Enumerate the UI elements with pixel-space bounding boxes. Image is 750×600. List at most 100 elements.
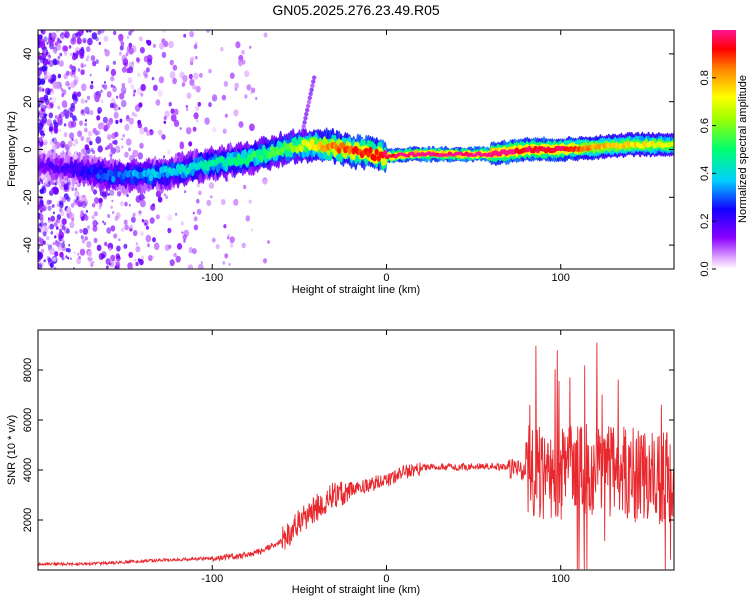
spectrogram-noise-blob [128,265,133,269]
spectrogram-noise-blob [212,126,217,133]
spectrogram-noise-blob [141,219,145,223]
spectrogram-noise-blob [46,41,49,45]
spectrogram-noise-blob [57,116,63,124]
spectrogram-noise-blob [53,125,58,131]
spectrogram-noise-blob [126,114,130,120]
spectrogram-noise-blob [168,40,174,49]
spectrogram-noise-blob [70,81,76,89]
spectrogram-noise-blob [165,195,168,199]
spectrogram-noise-blob [103,35,109,42]
spectrogram-noise-blob [61,245,66,252]
spectrogram-ridge-cell [267,151,273,159]
spectrogram-noise-blob [104,48,107,52]
spectrogram-noise-blob [197,101,202,107]
spectrogram-ridge-cell [299,145,304,153]
spectrogram-noise-blob [80,98,85,104]
spectrogram-noise-blob [134,258,137,262]
spectrogram-noise-blob [182,75,188,83]
spectrogram-noise-blob [52,49,57,54]
spectrogram-noise-blob [167,149,171,154]
spectrogram-noise-blob [140,92,144,97]
spectrogram-noise-blob [69,132,75,140]
spectrogram-noise-blob [38,112,41,116]
spectrogram-noise-blob [61,100,68,108]
spectrogram-noise-blob [195,105,200,112]
spectrogram-noise-blob [222,128,227,134]
spectrogram-noise-blob [249,123,255,132]
spectrogram-noise-blob [82,37,87,44]
spectrogram-noise-blob [86,30,89,33]
spectrogram-noise-blob [97,107,102,114]
spectrogram-noise-blob [120,99,127,108]
spectrogram-ridge-cell [77,165,83,172]
spectrogram-noise-blob [118,107,121,110]
spectrogram-noise-blob [196,198,200,204]
spectrogram-noise-blob [71,53,77,61]
spectrogram-noise-blob [215,243,220,250]
spectrogram-noise-blob [155,214,160,220]
spectrogram-noise-blob [120,86,127,94]
spectrogram-noise-blob [45,98,48,102]
spectrogram-noise-blob [59,251,64,258]
spectrogram-noise-blob [38,33,41,40]
spectrogram-noise-blob [57,38,61,44]
spectrogram-noise-blob [71,138,74,142]
spectrogram-noise-blob [113,111,119,119]
spectrogram-noise-blob [49,262,54,268]
spectrogram-noise-blob [74,230,78,235]
spectrogram-noise-blob [170,108,175,114]
spectrogram-noise-blob [176,243,183,250]
spectrogram-noise-blob [50,215,55,222]
spectrogram-noise-blob [188,246,194,254]
spectrogram-noise-blob [132,230,138,237]
spectrogram-noise-blob [96,130,101,136]
spectrogram-noise-blob [39,38,45,46]
spectrogram-noise-blob [52,81,59,89]
spectrogram-noise-blob [51,89,54,93]
spectrogram-noise-blob [128,30,132,36]
spectrogram-noise-blob [78,195,84,203]
spectrogram-noise-blob [189,57,194,63]
spectrogram-noise-blob [38,102,41,108]
spectrogram-noise-blob [125,138,132,146]
spectrogram-noise-blob [133,149,139,157]
spectrogram-noise-blob [128,147,132,152]
spectrogram-noise-blob [131,216,136,223]
snr-x-ticks: -100 0 100 [201,330,570,585]
spectrogram-noise-blob [46,236,50,241]
spectrogram-noise-blob [49,39,53,44]
spectrogram-noise-blob [60,87,64,91]
spectrogram-noise-blob [169,59,174,66]
spectrogram-y-ticks: -40 -20 0 20 40 [22,48,674,253]
spectrogram-noise-blob [95,136,102,144]
spectrogram-noise-blob [135,242,139,246]
spectrogram-noise-blob [74,138,79,145]
spectrogram-noise-blob [152,237,156,243]
spectrogram-noise-blob [189,78,195,86]
x-tick-label: 0 [383,573,389,585]
spectrogram-noise-blob [116,258,120,263]
spectrogram-noise-blob [120,201,124,207]
spectrogram-noise-blob [54,251,59,257]
spectrogram-noise-blob [56,30,60,33]
spectrogram-noise-blob [128,117,134,125]
spectrogram-noise-blob [134,113,138,118]
spectrogram-noise-blob [85,210,88,213]
spectrogram-noise-blob [143,126,148,132]
spectrogram-noise-blob [67,140,73,148]
colorbar-tick-label: 0.6 [699,118,711,133]
spectrogram-noise-blob [59,200,64,206]
spectrogram-noise-blob [84,236,88,241]
spectrogram-noise-blob [110,205,113,209]
spectrogram-noise-blob [90,55,96,62]
spectrogram-noise-blob [110,68,117,77]
spectrogram-noise-blob [129,154,135,162]
spectrogram-noise-blob [168,102,172,107]
spectrogram-noise-blob [204,117,210,125]
spectrogram-noise-blob [198,72,203,78]
spectrogram-noise-blob [73,251,76,255]
spectrogram-ridge [38,127,674,196]
spectrogram-noise-blob [121,145,124,149]
spectrogram-noise-blob [228,262,231,267]
spectrogram-noise-blob [172,64,178,71]
